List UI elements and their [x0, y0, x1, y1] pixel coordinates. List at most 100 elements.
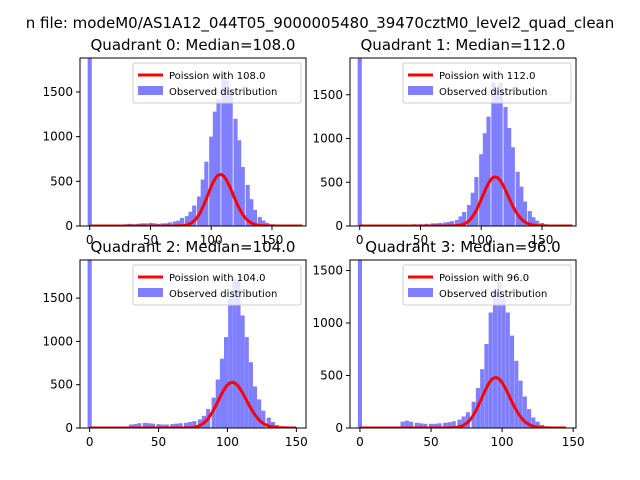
- observed-bar: [515, 171, 520, 226]
- observed-bar: [527, 409, 532, 428]
- observed-bar: [164, 424, 169, 428]
- poisson-fit-line: [89, 173, 303, 226]
- observed-bar: [252, 386, 258, 428]
- observed-bar: [240, 167, 245, 226]
- observed-bar: [237, 140, 242, 226]
- observed-bar: [494, 87, 500, 226]
- x-tick-label: 150: [261, 233, 284, 247]
- observed-bar: [457, 419, 462, 428]
- legend-line-label: Poission with 108.0: [169, 71, 265, 82]
- plot-area: [87, 260, 297, 428]
- observed-bar-zero: [357, 58, 362, 226]
- observed-bar: [128, 424, 134, 428]
- observed-bar: [178, 423, 183, 428]
- observed-bar: [188, 211, 193, 226]
- x-tick-label: 50: [151, 435, 166, 449]
- y-tick-label: 0: [335, 219, 343, 233]
- observed-bar: [404, 420, 409, 428]
- observed-bar: [245, 184, 250, 226]
- observed-bar: [200, 179, 205, 226]
- legend-box: [132, 264, 302, 306]
- observed-bar: [428, 423, 434, 428]
- y-tick-label: 0: [335, 421, 343, 435]
- observed-bar: [148, 222, 153, 226]
- observed-bar: [449, 221, 455, 226]
- subplot-title: Quadrant 0: Median=108.0: [91, 36, 296, 54]
- legend: Poission with 108.0 Observed distribution: [132, 62, 302, 104]
- legend: Poission with 112.0 Observed distribution: [402, 62, 572, 104]
- observed-bar: [400, 421, 405, 428]
- observed-bar: [531, 217, 536, 226]
- x-tick-label: 100: [470, 233, 493, 247]
- observed-bar: [467, 205, 472, 226]
- observed-bar: [192, 205, 197, 226]
- observed-bar: [142, 422, 147, 428]
- observed-bar: [160, 424, 165, 428]
- plot-area: [357, 260, 567, 428]
- observed-bar: [501, 296, 506, 428]
- observed-bar: [507, 128, 512, 226]
- observed-bar: [221, 72, 226, 226]
- observed-bar: [470, 192, 475, 226]
- y-tick-label: 1500: [312, 264, 343, 278]
- observed-bar: [252, 209, 258, 226]
- legend: Poission with 104.0 Observed distribution: [132, 264, 302, 306]
- observed-bar: [174, 423, 179, 428]
- observed-bar: [522, 201, 528, 226]
- observed-bar: [179, 217, 185, 226]
- observed-bar: [232, 279, 237, 428]
- observed-bar: [184, 216, 189, 226]
- observed-bar: [409, 421, 414, 428]
- axes-frame: [79, 57, 307, 227]
- observed-bar: [522, 396, 527, 428]
- y-tick-label: 1000: [312, 132, 343, 146]
- legend-box: [402, 62, 572, 104]
- observed-bar: [244, 337, 249, 428]
- observed-bar: [150, 423, 156, 428]
- observed-bar: [451, 421, 456, 428]
- y-tick-label: 1000: [312, 316, 343, 330]
- observed-bar: [535, 220, 540, 226]
- x-tick-label: 100: [491, 435, 514, 449]
- observed-bar: [228, 90, 233, 226]
- observed-bar: [188, 421, 193, 428]
- observed-bar: [233, 118, 238, 226]
- x-tick-label: 100: [216, 435, 239, 449]
- observed-bar: [443, 422, 448, 428]
- observed-bar: [509, 335, 515, 428]
- y-tick-label: 1500: [42, 291, 73, 305]
- legend-line-label: Poission with 104.0: [169, 273, 265, 284]
- observed-bar: [423, 423, 428, 428]
- observed-bar: [479, 154, 484, 226]
- observed-bar: [224, 80, 230, 226]
- observed-bar: [204, 161, 209, 226]
- y-tick-label: 0: [65, 219, 73, 233]
- observed-bar: [519, 186, 524, 226]
- x-tick-label: 0: [86, 435, 94, 449]
- observed-bar: [447, 422, 452, 428]
- observed-bar-zero: [357, 260, 363, 428]
- observed-bar: [488, 312, 493, 428]
- observed-bar: [137, 423, 142, 428]
- legend-bar-swatch: [408, 288, 433, 297]
- observed-bar: [474, 177, 479, 226]
- observed-bar: [437, 423, 442, 428]
- observed-bar: [491, 82, 496, 226]
- legend-bar-swatch: [408, 86, 433, 95]
- observed-bar: [133, 424, 138, 428]
- observed-bar: [462, 212, 467, 226]
- legend-box: [402, 264, 572, 306]
- y-tick-label: 1000: [42, 130, 73, 144]
- observed-bar: [442, 222, 447, 226]
- legend-bar-label: Observed distribution: [169, 289, 277, 300]
- plot-area: [357, 58, 573, 226]
- observed-bar: [228, 298, 233, 428]
- y-tick-label: 500: [50, 174, 73, 188]
- y-tick-label: 500: [50, 378, 73, 392]
- observed-bar: [209, 136, 214, 226]
